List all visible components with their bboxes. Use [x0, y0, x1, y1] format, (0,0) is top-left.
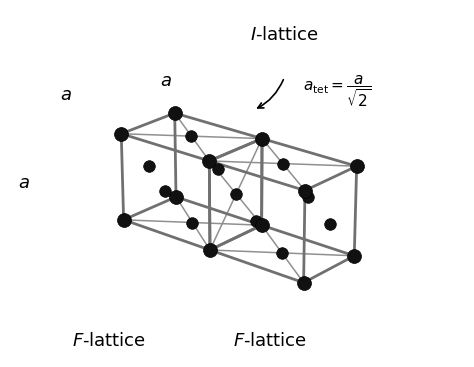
- Text: $a$: $a$: [18, 174, 29, 193]
- Text: $a$: $a$: [61, 86, 72, 105]
- Text: $\it{F}$-lattice: $\it{F}$-lattice: [233, 332, 307, 350]
- Text: $\it{I}$-lattice: $\it{I}$-lattice: [250, 26, 319, 44]
- Text: $\it{F}$-lattice: $\it{F}$-lattice: [72, 332, 146, 350]
- Text: $a_{\rm tet} = \dfrac{a}{\sqrt{2}}$: $a_{\rm tet} = \dfrac{a}{\sqrt{2}}$: [303, 73, 372, 109]
- Text: $a$: $a$: [160, 72, 172, 90]
